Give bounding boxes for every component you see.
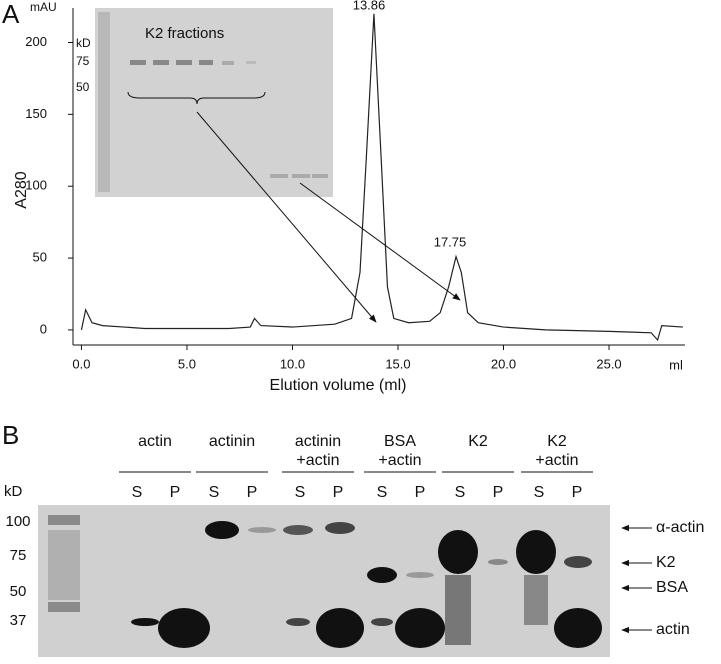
marker-label: 50 xyxy=(10,583,27,600)
lane-label: S xyxy=(295,484,306,501)
group-label: +actin xyxy=(296,452,339,469)
inset-marker: 50 xyxy=(76,80,90,94)
band-label: actin xyxy=(656,621,690,638)
lane-label: P xyxy=(572,484,583,501)
panel-label: A xyxy=(2,0,20,29)
band-label: K2 xyxy=(656,554,676,571)
lane-label: S xyxy=(534,484,545,501)
peak-label: 13.86 xyxy=(353,0,386,12)
x-axis-label: Elution volume (ml) xyxy=(270,377,407,394)
group-label: +actin xyxy=(535,452,578,469)
y-tick-label: 200 xyxy=(25,34,47,49)
group-label: +actin xyxy=(378,452,421,469)
y-axis-label: A280 xyxy=(13,171,30,208)
group-label: K2 xyxy=(547,433,567,450)
marker-label: 75 xyxy=(10,547,27,564)
inset-title: K2 fractions xyxy=(145,25,224,42)
plot: 0 50 100 150 200 0.0 5.0 10.0 15.0 20.0 25.0 xyxy=(25,8,685,371)
panel-label: B xyxy=(2,420,19,450)
x-tick-label: 10.0 xyxy=(280,356,305,371)
lane-label: S xyxy=(209,484,220,501)
x-tick-label: 0.0 xyxy=(72,356,90,371)
gel-unit: kD xyxy=(4,483,23,500)
x-tick-label: 5.0 xyxy=(178,356,196,371)
inset-marker: 75 xyxy=(76,54,90,68)
y-unit: mAU xyxy=(30,0,57,14)
x-tick-label: 20.0 xyxy=(491,356,516,371)
band-label: BSA xyxy=(656,579,688,596)
y-tick-label: 50 xyxy=(33,249,47,264)
inset: K2 fractions kD 75 50 xyxy=(76,8,461,323)
x-tick-label: 25.0 xyxy=(596,356,621,371)
y-tick-label: 150 xyxy=(25,106,47,121)
lane-label: P xyxy=(415,484,426,501)
x-unit: ml xyxy=(669,357,683,372)
band-label: α-actin xyxy=(656,519,704,536)
lane-label: P xyxy=(170,484,181,501)
lane-label: S xyxy=(377,484,388,501)
lane-label: P xyxy=(333,484,344,501)
x-tick-label: 15.0 xyxy=(385,356,410,371)
marker-label: 100 xyxy=(5,513,30,530)
lane-label: P xyxy=(493,484,504,501)
peak-label: 17.75 xyxy=(434,234,467,249)
group-label: actinin xyxy=(209,433,255,450)
marker-label: 37 xyxy=(10,612,27,629)
y-tick-label: 100 xyxy=(25,178,47,193)
group-label: BSA xyxy=(384,433,416,450)
lane-label: P xyxy=(247,484,258,501)
trace xyxy=(80,13,683,342)
lane-label: S xyxy=(455,484,466,501)
group-label: K2 xyxy=(468,433,488,450)
inset-unit: kD xyxy=(76,36,91,50)
lane-label: S xyxy=(132,484,143,501)
group-label: actin xyxy=(138,433,172,450)
y-tick-label: 0 xyxy=(40,321,47,336)
group-label: actinin xyxy=(295,433,341,450)
